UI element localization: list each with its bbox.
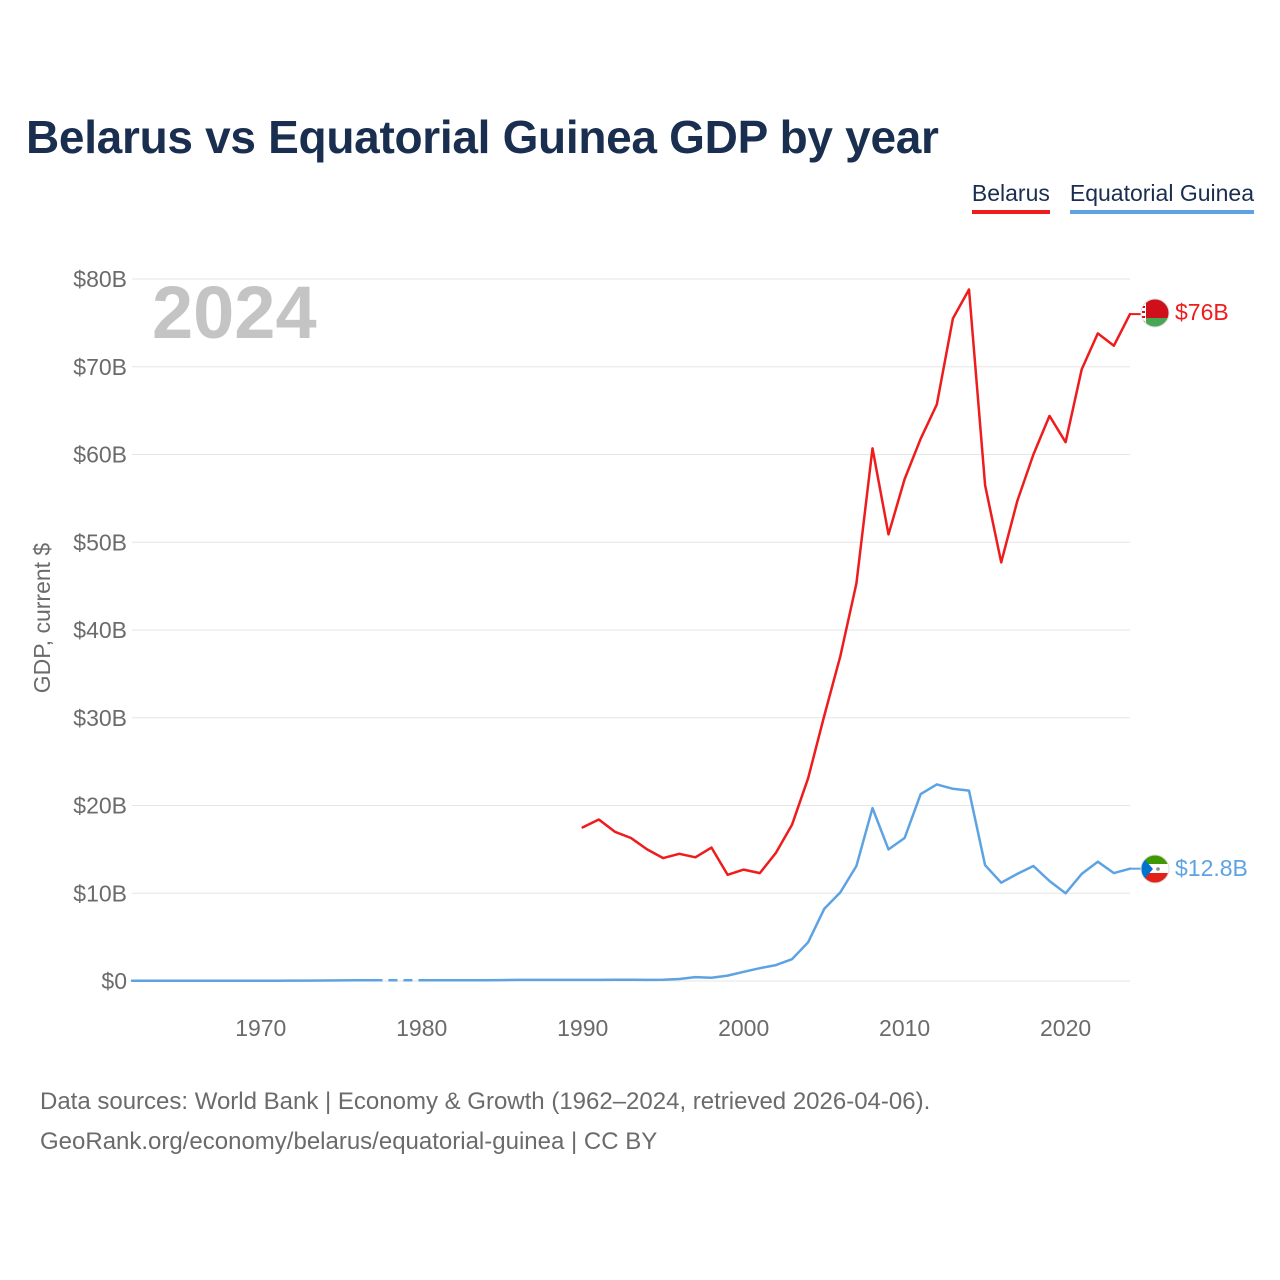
y-tick-label: $60B [73,442,127,468]
y-tick-label: $30B [73,705,127,731]
footer: Data sources: World Bank | Economy & Gro… [40,1082,930,1162]
equatorial-guinea-series-line [420,783,1132,982]
x-tick-label: 1970 [235,1015,286,1041]
legend: Belarus Equatorial Guinea [971,180,1254,214]
y-tick-label: $50B [73,529,127,555]
line-chart: $0 $10B $20B $30B $40B $50B $60B $70B $80B 1970 1… [29,266,1248,1041]
y-tick-label: $10B [73,880,127,906]
y-tick-label: $80B [73,266,127,292]
belarus-value-label: $76B [1175,299,1229,325]
year-watermark: 2024 [152,271,317,354]
equatorial-guinea-value-label: $12.8B [1175,855,1248,881]
legend-item-belarus[interactable]: Belarus [971,180,1050,214]
x-tick-label: 2010 [879,1015,930,1041]
source-url-text: GeoRank.org/economy/belarus/equatorial-g… [40,1128,658,1155]
belarus-series-line [581,288,1132,877]
chart-title: Belarus vs Equatorial Guinea GDP by year [26,111,939,163]
legend-item-equatorial-guinea[interactable]: Equatorial Guinea [1069,180,1254,214]
y-tick-label: $20B [73,793,127,819]
y-tick-label: $70B [73,354,127,380]
x-tick-label: 1990 [557,1015,608,1041]
y-tick-label: $0 [101,968,127,994]
equatorial-guinea-flag-icon [1141,855,1169,883]
x-tick-label: 2000 [718,1015,769,1041]
x-tick-label: 1980 [396,1015,447,1041]
data-source-text: Data sources: World Bank | Economy & Gro… [40,1088,931,1115]
x-tick-label: 2020 [1040,1015,1091,1041]
y-tick-label: $40B [73,617,127,643]
equatorial-guinea-series-line [130,978,375,983]
y-axis-label: GDP, current $ [29,543,55,694]
